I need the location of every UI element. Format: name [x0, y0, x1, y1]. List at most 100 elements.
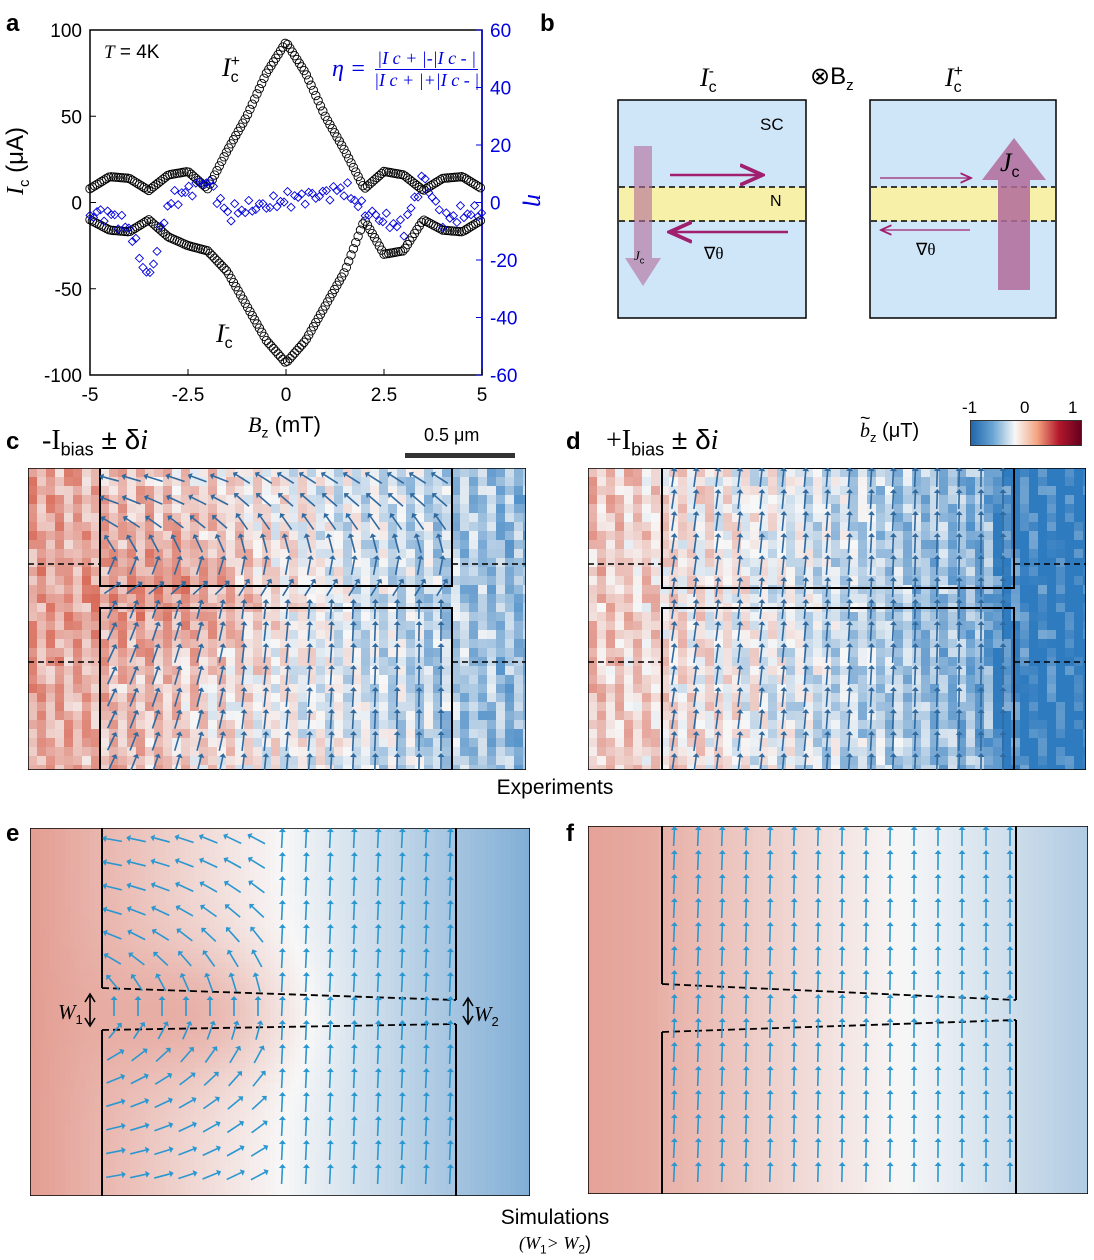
field-pixel	[678, 504, 688, 514]
field-pixel	[82, 477, 92, 487]
field-pixel	[271, 765, 281, 770]
field-pixel	[831, 513, 841, 523]
field-pixel	[624, 468, 634, 478]
field-pixel	[750, 729, 760, 739]
field-pixel	[696, 504, 706, 514]
field-pixel	[696, 495, 706, 505]
field-pixel	[199, 468, 209, 478]
current-vector	[393, 599, 401, 620]
field-pixel	[1038, 504, 1048, 514]
field-pixel	[109, 486, 119, 496]
current-vector	[999, 468, 1007, 488]
field-pixel	[813, 468, 823, 478]
field-pixel	[316, 747, 326, 757]
field-pixel	[741, 504, 751, 514]
current-vector	[867, 665, 875, 686]
field-pixel	[732, 585, 742, 595]
field-pixel	[91, 486, 101, 496]
field-pixel	[948, 486, 958, 496]
field-pixel	[82, 693, 92, 703]
field-pixel	[903, 630, 913, 640]
field-pixel	[939, 657, 949, 667]
field-pixel	[804, 648, 814, 658]
field-pixel	[624, 702, 634, 712]
field-pixel	[678, 558, 688, 568]
field-pixel	[30, 828, 36, 834]
current-vector	[173, 709, 183, 729]
field-pixel	[615, 477, 625, 487]
current-vector	[824, 533, 832, 554]
field-pixel	[705, 504, 715, 514]
field-pixel	[109, 639, 119, 649]
current-vector	[846, 753, 854, 770]
field-pixel	[460, 729, 470, 739]
eta-data-point	[177, 188, 187, 198]
field-pixel	[912, 711, 922, 721]
field-pixel	[885, 639, 895, 649]
field-pixel	[469, 765, 479, 770]
field-pixel	[921, 504, 931, 514]
current-vector	[262, 665, 270, 686]
field-pixel	[858, 585, 868, 595]
field-pixel	[253, 648, 263, 658]
current-vector	[143, 473, 163, 483]
field-pixel	[271, 729, 281, 739]
field-pixel	[100, 576, 110, 586]
field-pixel	[145, 567, 155, 577]
field-pixel	[190, 567, 200, 577]
field-pixel	[496, 720, 506, 730]
field-pixel	[199, 747, 209, 757]
field-pixel	[100, 720, 110, 730]
field-pixel	[487, 576, 497, 586]
ic-plus-title: Ic+	[945, 62, 963, 97]
current-vector	[145, 515, 162, 529]
field-pixel	[100, 702, 110, 712]
field-pixel	[73, 603, 83, 613]
field-pixel	[786, 630, 796, 640]
field-pixel	[109, 747, 119, 757]
field-pixel	[1029, 486, 1039, 496]
field-pixel	[993, 612, 1003, 622]
field-pixel	[1083, 621, 1086, 631]
eta-data-point	[332, 185, 342, 196]
field-pixel	[352, 558, 362, 568]
current-vector	[151, 687, 161, 707]
field-pixel	[867, 477, 877, 487]
field-pixel	[127, 477, 137, 487]
field-pixel	[496, 486, 506, 496]
field-pixel	[840, 639, 850, 649]
field-pixel	[750, 549, 760, 559]
current-vector	[736, 555, 744, 576]
field-pixel	[514, 612, 524, 622]
field-pixel	[433, 693, 443, 703]
field-pixel	[190, 477, 200, 487]
field-pixel	[343, 702, 353, 712]
field-pixel	[514, 549, 524, 559]
ic-data-point	[268, 343, 279, 354]
field-pixel	[334, 657, 344, 667]
field-pixel	[208, 621, 218, 631]
field-pixel	[91, 594, 101, 604]
current-vector	[692, 621, 700, 642]
field-pixel	[496, 756, 506, 766]
ic-data-point	[306, 80, 316, 90]
ic-data-point	[315, 101, 326, 111]
current-vector	[438, 555, 446, 576]
current-vector	[824, 555, 832, 576]
field-pixel	[1056, 540, 1066, 550]
field-pixel	[588, 648, 598, 658]
field-pixel	[741, 720, 751, 730]
field-pixel	[397, 540, 407, 550]
field-pixel	[759, 675, 769, 685]
current-vector	[431, 493, 448, 507]
field-pixel	[1011, 531, 1021, 541]
current-vector	[370, 578, 383, 597]
field-pixel	[984, 513, 994, 523]
field-pixel	[849, 486, 859, 496]
field-pixel	[109, 531, 119, 541]
field-pixel	[520, 828, 526, 834]
ic-data-point	[179, 239, 189, 249]
field-pixel	[642, 738, 652, 748]
field-pixel	[397, 657, 407, 667]
